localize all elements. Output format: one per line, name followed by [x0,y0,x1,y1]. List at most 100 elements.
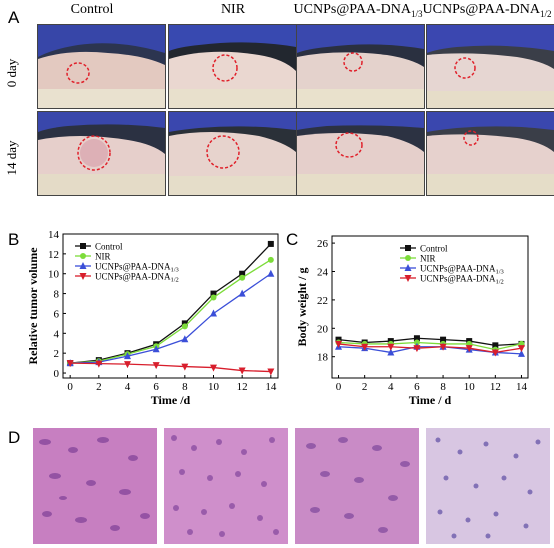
legend-label: Control [420,244,448,254]
x-tick-label: 8 [440,381,446,393]
x-tick-label: 12 [237,381,248,393]
series-line-1 [338,341,522,351]
data-point [267,368,275,376]
y-tick-label: 0 [54,368,60,380]
data-point [152,362,160,370]
x-tick-label: 12 [490,381,501,393]
x-tick-label: 8 [182,381,188,393]
photo-dna12-day14 [426,111,554,196]
histology-nir [164,428,288,544]
y-tick-label: 20 [317,323,329,335]
chart-tumor-volume: 0 2 4 6 8 10 12 14 0 2 4 6 8 10 12 14 Time /d Relative tu… [26,229,279,407]
data-point [210,290,217,297]
data-point [491,349,499,357]
y-tick-label: 12 [48,249,59,261]
row-label-day14: 14 day [4,140,19,176]
data-point [152,345,160,353]
legend-marker [79,273,87,280]
y-tick-label: 4 [54,328,60,340]
x-tick-label: 14 [265,381,277,393]
data-point [335,340,343,348]
column-title-dna12: UCNPs@PAA-DNA1/2 [422,2,552,19]
series-line-3 [70,362,271,373]
series-line-2 [70,273,272,364]
y-tick-label: 2 [54,348,60,360]
x-tick-label: 2 [96,381,102,393]
photo-dna12-day0 [426,24,554,109]
photo-nir-day0 [168,24,297,109]
legend-label: Control [95,242,123,252]
data-point [239,274,246,281]
y-tick-label: 24 [317,267,329,279]
data-point [267,240,274,247]
legend-marker [404,275,412,282]
data-point [517,345,525,353]
data-point [181,335,189,343]
legend-label: UCNPs@PAA-DNA1/2 [95,272,179,284]
series-line-3 [338,343,522,354]
data-point [210,294,217,301]
data-point [181,323,188,330]
x-tick-label: 4 [388,381,394,393]
x-tick-label: 2 [362,381,368,393]
row-label-day0: 0 day [4,58,19,88]
plot-frame [331,235,529,379]
y-tick-label: 18 [317,352,329,364]
series-line-0 [70,243,272,364]
legend-label: UCNPs@PAA-DNA1/3 [95,262,179,274]
data-point [210,364,217,372]
panel-b-letter: B [8,230,20,249]
data-point [387,348,395,356]
legend-label: UCNPs@PAA-DNA1/3 [420,264,504,276]
column-title-dna13: UCNPs@PAA-DNA1/3 [293,2,423,19]
legend-marker [404,264,412,271]
y-tick-label: 8 [54,289,60,301]
data-point [413,335,420,342]
data-point [267,256,274,263]
y-tick-label: 6 [54,308,60,320]
x-tick-label: 0 [336,381,342,393]
panel-c-letter: C [286,230,299,249]
x-tick-label: 10 [208,381,220,393]
x-tick-label: 10 [464,381,476,393]
data-point [440,336,447,343]
photo-dna13-day14 [296,111,425,196]
x-tick-label: 14 [516,381,528,393]
data-point [238,289,246,297]
data-point [387,343,395,351]
panel-a-letter: A [8,8,20,27]
column-title-control: Control [70,2,114,17]
data-point [239,270,246,277]
x-axis-label: Time / d [409,393,452,407]
x-tick-label: 0 [67,381,73,393]
legend-label: NIR [420,254,436,264]
data-point [210,309,217,317]
legend-marker [405,255,411,261]
legend-marker [80,253,86,259]
y-axis-label: Body weight / g [295,267,309,346]
y-axis-label: Relative tumor volume [26,247,40,365]
x-axis-label: Time /d [151,393,191,407]
data-point [439,343,447,351]
photo-control-day14 [37,111,166,196]
column-title-nir: NIR [220,2,246,17]
photo-control-day0 [37,24,166,109]
histology-dna13 [295,428,419,544]
histology-control [33,428,157,544]
data-point [361,343,369,351]
x-tick-label: 6 [414,381,420,393]
data-point [181,363,189,371]
legend-marker [79,262,87,269]
data-point [413,345,421,353]
x-tick-label: 6 [153,381,159,393]
y-tick-label: 22 [317,295,328,307]
y-tick-label: 14 [48,229,60,241]
legend-marker [80,243,86,249]
data-point [124,352,131,360]
y-tick-label: 10 [48,269,60,281]
data-point [238,367,246,375]
data-point [517,349,525,357]
x-tick-label: 4 [125,381,131,393]
photo-nir-day14 [168,111,297,196]
